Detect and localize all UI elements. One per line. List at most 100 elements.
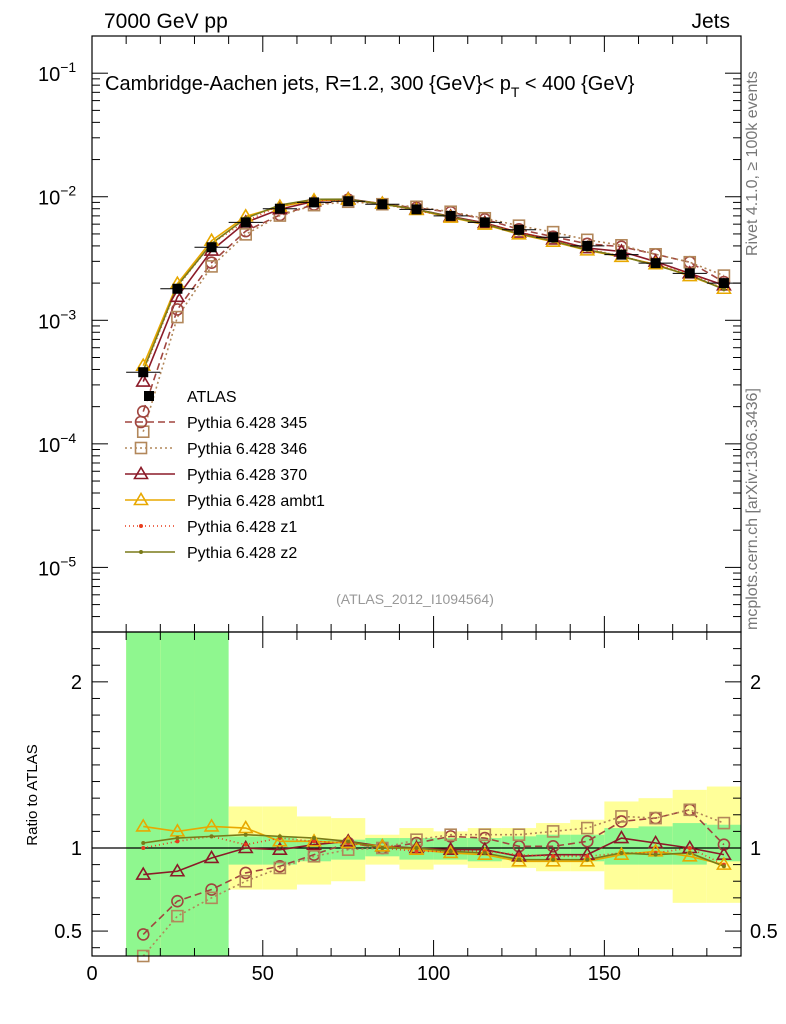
triangle-marker — [442, 841, 459, 855]
square-marker — [580, 821, 594, 835]
legend-label: Pythia 6.428 370 — [187, 467, 307, 484]
dot-marker — [448, 849, 453, 854]
dot-marker — [346, 839, 351, 844]
square-marker — [512, 828, 526, 842]
triangle-marker — [169, 288, 186, 303]
triangle-marker — [203, 849, 220, 864]
inner-uncertainty-band — [706, 824, 741, 862]
triangle-marker — [203, 818, 220, 832]
triangle-marker — [169, 823, 186, 837]
ratio-y-tick-label-left: 1 — [71, 838, 82, 860]
triangle-marker — [169, 863, 186, 877]
tick-exponent: −3 — [60, 306, 76, 322]
tick-exponent: −4 — [60, 430, 76, 446]
square-marker — [717, 816, 731, 830]
square-marker — [239, 874, 253, 888]
square-marker — [444, 828, 457, 842]
dot-marker — [551, 857, 556, 862]
ratio-y-tick-label-left: 0.5 — [54, 921, 82, 943]
dot-marker — [516, 857, 521, 862]
dot-marker — [380, 846, 385, 850]
dot-marker — [721, 287, 726, 292]
square-marker — [134, 441, 148, 455]
dot-marker — [243, 832, 248, 837]
main-series-line — [142, 198, 725, 366]
triangle-marker — [647, 834, 664, 849]
main-panel-frame — [91, 35, 742, 633]
circle-marker — [171, 894, 184, 908]
tick-base: 10 — [38, 64, 60, 86]
main-series-line — [142, 198, 725, 412]
main-y-tick-label: 10−3 — [38, 306, 76, 333]
triangle-marker — [681, 848, 698, 862]
dot-marker — [414, 846, 419, 850]
triangle-marker — [306, 833, 322, 847]
dot-marker — [141, 841, 146, 846]
ratio-y-tick-label-right: 2 — [750, 672, 761, 694]
triangle-marker — [476, 846, 493, 860]
dot-marker — [516, 852, 521, 857]
dot-marker — [653, 852, 658, 857]
dot-marker — [139, 524, 143, 528]
atlas-data-points — [126, 196, 741, 378]
tick-exponent: −5 — [60, 553, 76, 569]
main-y-tick-label: 10−4 — [38, 430, 76, 457]
title-tail: < 400 {GeV} — [519, 73, 634, 95]
ratio-axis-label: Ratio to ATLAS — [24, 744, 41, 845]
dot-marker — [312, 836, 317, 841]
circle-marker — [171, 303, 184, 316]
triangle-marker — [237, 819, 254, 834]
tick-base: 10 — [38, 188, 60, 210]
triangle-marker — [271, 841, 288, 855]
triangle-marker — [237, 839, 254, 854]
dot-marker — [243, 842, 248, 847]
dot-marker — [175, 836, 180, 841]
dot-marker — [585, 854, 590, 859]
square-marker — [239, 228, 253, 241]
square-marker — [307, 850, 321, 863]
main-y-tick-label: 10−1 — [38, 59, 76, 86]
legend-label: Pythia 6.428 345 — [187, 415, 307, 432]
circle-marker — [205, 883, 218, 896]
tick-exponent: −2 — [60, 183, 76, 199]
circle-marker — [239, 866, 253, 880]
legend-atlas-marker — [144, 391, 154, 401]
dot-marker — [585, 857, 590, 862]
legend-label: Pythia 6.428 z1 — [187, 519, 297, 536]
legend-atlas-label: ATLAS — [187, 389, 237, 406]
title-main: Cambridge-Aachen jets, R=1.2, 300 {GeV}<… — [105, 73, 511, 95]
tick-base: 10 — [38, 311, 60, 333]
dot-marker — [721, 864, 726, 869]
tick-base: 10 — [38, 558, 60, 580]
ratio-y-tick-label-left: 2 — [71, 672, 82, 694]
dot-marker — [312, 839, 317, 844]
legend-label: Pythia 6.428 346 — [187, 441, 307, 458]
x-tick-label: 150 — [588, 963, 621, 985]
beam-energy-label: 7000 GeV pp — [104, 10, 228, 33]
triangle-marker — [442, 844, 459, 859]
square-marker — [683, 803, 697, 817]
title-subscript: T — [511, 84, 520, 100]
triangle-marker — [271, 833, 288, 847]
triangle-marker — [613, 846, 630, 860]
triangle-marker — [135, 373, 152, 387]
circle-marker — [134, 415, 148, 429]
x-tick-label: 50 — [252, 963, 274, 985]
square-marker — [171, 909, 184, 923]
rivet-version-label: Rivet 4.1.0, ≥ 100k events — [744, 71, 761, 256]
ratio-y-tick-label-right: 1 — [750, 838, 761, 860]
main-y-tick-label: 10−5 — [38, 553, 76, 580]
legend-label: Pythia 6.428 ambt1 — [187, 493, 325, 510]
triangle-marker — [340, 834, 357, 849]
main-series-line — [142, 198, 725, 371]
square-marker — [205, 260, 218, 273]
dot-marker — [277, 834, 282, 839]
inner-uncertainty-band — [433, 838, 468, 860]
inner-uncertainty-band — [194, 632, 229, 956]
mcplots-label: mcplots.cern.ch [arXiv:1306.3436] — [744, 388, 761, 630]
dot-marker — [619, 850, 624, 855]
main-series-line — [142, 198, 725, 373]
triangle-marker — [133, 465, 149, 480]
